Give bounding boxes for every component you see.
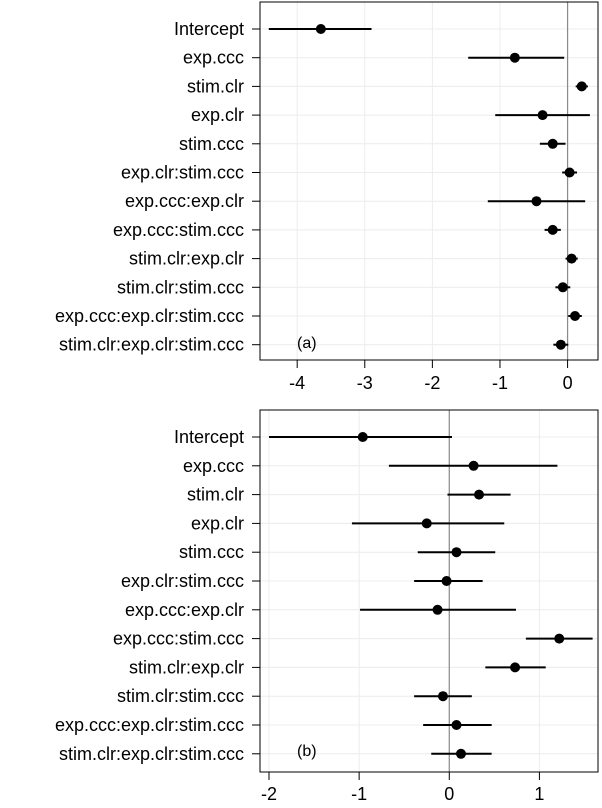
estimate-point <box>531 196 542 207</box>
x-tick-label: 1 <box>534 784 544 804</box>
estimate-point <box>468 460 479 471</box>
estimate-point <box>566 253 577 264</box>
estimate-point <box>421 518 432 529</box>
estimate-point <box>451 720 462 730</box>
category-label: exp.ccc <box>183 48 244 68</box>
panel-label: (a) <box>297 335 317 352</box>
estimate-point <box>570 311 581 321</box>
estimate-point <box>509 52 520 63</box>
estimate-point <box>555 339 566 350</box>
category-label: exp.ccc:exp.clr <box>125 600 244 620</box>
category-label: stim.ccc <box>179 542 244 562</box>
estimate-point <box>451 547 462 558</box>
category-label: stim.clr:exp.clr <box>129 249 244 269</box>
category-label: exp.ccc:exp.clr:stim.ccc <box>55 306 244 326</box>
estimate-point <box>557 282 568 293</box>
estimate-point <box>441 576 452 586</box>
estimate-point <box>474 489 485 500</box>
plot-frame <box>259 409 599 773</box>
estimate-point <box>455 748 466 759</box>
category-label: stim.clr:stim.ccc <box>117 686 244 706</box>
category-label: Intercept <box>174 19 244 39</box>
plot-frame <box>259 1 599 361</box>
category-label: stim.clr <box>187 485 244 505</box>
estimate-point <box>432 604 443 615</box>
category-label: stim.ccc <box>179 134 244 154</box>
x-tick-label: -3 <box>357 373 373 393</box>
category-label: exp.ccc:exp.clr:stim.ccc <box>55 715 244 735</box>
category-label: Intercept <box>174 427 244 447</box>
estimate-point <box>537 110 548 121</box>
estimate-point <box>547 138 558 149</box>
x-tick-label: -2 <box>424 373 440 393</box>
category-label: stim.clr:exp.clr:stim.ccc <box>59 335 244 355</box>
category-label: exp.ccc:stim.ccc <box>113 629 244 649</box>
category-label: stim.clr:exp.clr <box>129 657 244 677</box>
grid <box>260 2 598 360</box>
estimate-point <box>437 691 448 702</box>
category-label: stim.clr <box>187 76 244 96</box>
panel-label: (b) <box>297 743 317 760</box>
category-label: exp.clr <box>191 513 244 533</box>
x-tick-label: -1 <box>492 373 508 393</box>
category-label: exp.ccc:exp.clr <box>125 191 244 211</box>
x-tick-label: -1 <box>351 784 367 804</box>
category-label: stim.clr:exp.clr:stim.ccc <box>59 744 244 764</box>
category-label: exp.clr:stim.ccc <box>121 163 244 183</box>
category-label: exp.clr:stim.ccc <box>121 571 244 591</box>
estimate-point <box>510 662 521 673</box>
estimate-point <box>315 24 326 34</box>
panel-a: Intercept exp.ccc stim.clr exp.clr stim.ccc e… <box>55 1 599 393</box>
panel-b: Intercept exp.ccc stim.clr exp.clr stim.ccc e… <box>55 409 599 804</box>
estimate-point <box>547 224 558 235</box>
category-label: exp.ccc:stim.ccc <box>113 220 244 240</box>
grid <box>260 410 598 772</box>
estimate-point <box>564 167 575 178</box>
x-tick-label: 0 <box>444 784 454 804</box>
category-label: stim.clr:stim.ccc <box>117 277 244 297</box>
category-label: exp.clr <box>191 105 244 125</box>
estimate-point <box>576 81 587 92</box>
estimate-point <box>554 633 565 644</box>
category-label: exp.ccc <box>183 456 244 476</box>
estimate-point <box>357 432 368 442</box>
x-tick-label: -2 <box>261 784 277 804</box>
x-tick-label: -4 <box>289 373 305 393</box>
x-tick-label: 0 <box>563 373 573 393</box>
